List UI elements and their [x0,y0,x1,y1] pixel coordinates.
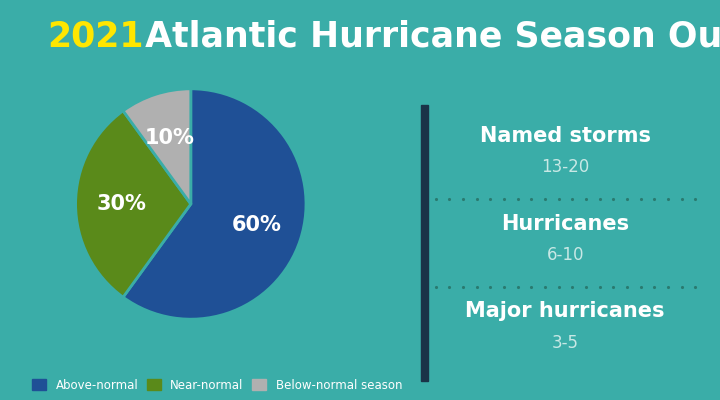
Wedge shape [123,89,306,319]
Text: 3-5: 3-5 [552,334,579,352]
Text: Major hurricanes: Major hurricanes [465,302,665,322]
Text: Hurricanes: Hurricanes [501,214,629,234]
Text: 2021: 2021 [47,19,143,53]
Legend: Above-normal, Near-normal, Below-normal season: Above-normal, Near-normal, Below-normal … [30,376,405,394]
Text: 13-20: 13-20 [541,158,590,176]
Bar [421,105,428,381]
Text: 10%: 10% [145,128,194,148]
Bar [0,77,720,86]
Text: 30%: 30% [96,194,147,214]
Wedge shape [123,89,191,204]
Text: 60%: 60% [232,215,282,235]
Text: 6-10: 6-10 [546,246,584,264]
Wedge shape [76,111,191,297]
Text: Named storms: Named storms [480,126,651,146]
Text: Atlantic Hurricane Season Outlook: Atlantic Hurricane Season Outlook [133,19,720,53]
